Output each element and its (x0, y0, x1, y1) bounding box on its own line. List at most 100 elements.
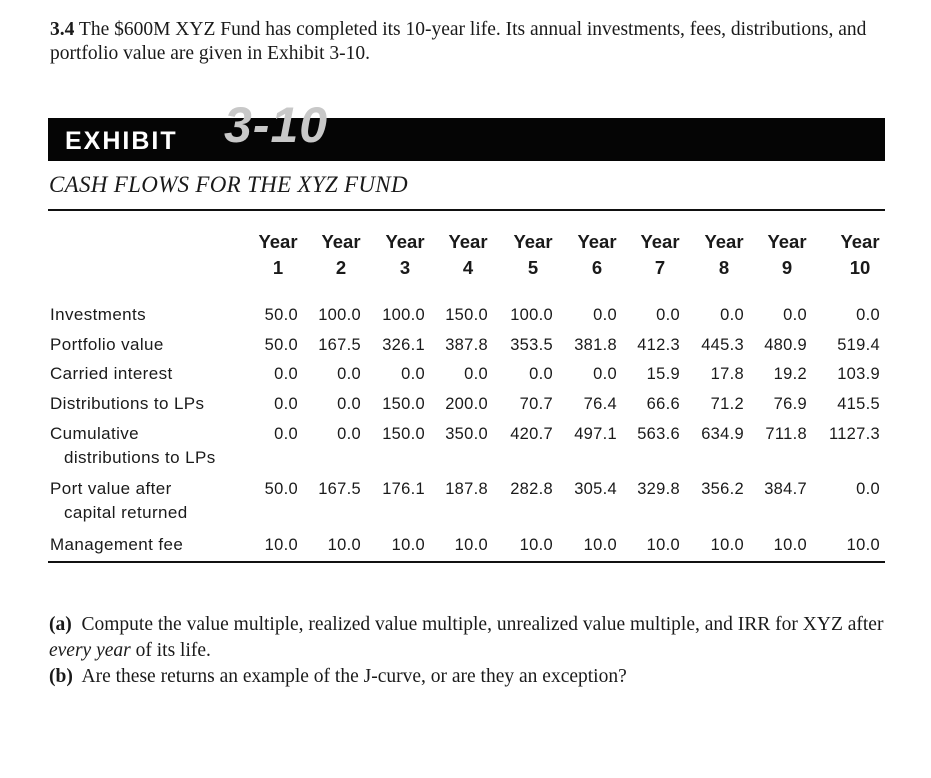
table-cell: 353.5 (510, 336, 553, 354)
table-cell: 0.0 (337, 365, 361, 383)
table-cell: 66.6 (646, 395, 680, 413)
row-label-text: Carried interest (50, 364, 173, 383)
question-b-label: (b) (49, 666, 73, 687)
table-cell: 10.0 (454, 536, 488, 554)
year-header-number: 4 (462, 257, 474, 278)
table-cell: 356.2 (701, 480, 744, 498)
year-header-number: 8 (718, 257, 730, 278)
table-cell: 10.0 (519, 536, 553, 554)
table-cell: 0.0 (274, 395, 298, 413)
questions: (a) Compute the value multiple, realized… (49, 612, 894, 690)
table-top-rule (48, 209, 885, 211)
row-label-text: Port value after (50, 479, 172, 498)
table-cell: 381.8 (574, 336, 617, 354)
year-header: Year 6 (567, 229, 627, 281)
table-cell: 329.8 (637, 480, 680, 498)
year-header: Year 5 (503, 229, 563, 281)
table-cell: 50.0 (264, 480, 298, 498)
year-header: Year 2 (311, 229, 371, 281)
table-cell: 563.6 (637, 425, 680, 443)
table-cell: 0.0 (856, 480, 880, 498)
table-cell: 0.0 (337, 425, 361, 443)
row-label: Cumulative distributions to LPs (50, 422, 216, 470)
question-b: (b) Are these returns an example of the … (49, 664, 894, 690)
question-a-label: (a) (49, 614, 72, 635)
table-cell: 10.0 (391, 536, 425, 554)
row-label-continuation: distributions to LPs (64, 448, 216, 467)
table-cell: 10.0 (846, 536, 880, 554)
table-cell: 0.0 (783, 306, 807, 324)
year-header-number: 1 (272, 257, 284, 278)
table-cell: 76.4 (583, 395, 617, 413)
table-cell: 17.8 (710, 365, 744, 383)
problem-statement: 3.4 The $600M XYZ Fund has completed its… (50, 18, 890, 66)
exhibit-number: 3-10 (224, 97, 329, 153)
year-header: Year 10 (830, 229, 890, 281)
table-cell: 10.0 (710, 536, 744, 554)
table-cell: 19.2 (773, 365, 807, 383)
table-cell: 200.0 (445, 395, 488, 413)
table-cell: 0.0 (856, 306, 880, 324)
table-cell: 420.7 (510, 425, 553, 443)
question-a-emphasis: every year (49, 640, 131, 661)
exhibit-title: CASH FLOWS FOR THE XYZ FUND (49, 172, 408, 197)
table-cell: 176.1 (382, 480, 425, 498)
table-cell: 167.5 (318, 480, 361, 498)
year-header-word: Year (704, 231, 744, 252)
problem-number: 3.4 (50, 19, 75, 40)
table-cell: 10.0 (327, 536, 361, 554)
table-cell: 480.9 (764, 336, 807, 354)
table-cell: 150.0 (382, 425, 425, 443)
year-header-word: Year (448, 231, 488, 252)
table-cell: 10.0 (264, 536, 298, 554)
table-cell: 387.8 (445, 336, 488, 354)
table-cell: 445.3 (701, 336, 744, 354)
table-cell: 0.0 (529, 365, 553, 383)
year-header-word: Year (640, 231, 680, 252)
table-cell: 150.0 (445, 306, 488, 324)
row-label: Carried interest (50, 362, 173, 386)
table-cell: 0.0 (464, 365, 488, 383)
year-header-word: Year (258, 231, 298, 252)
table-cell: 0.0 (274, 425, 298, 443)
table-cell: 103.9 (837, 365, 880, 383)
table-cell: 305.4 (574, 480, 617, 498)
exhibit-word: EXHIBIT (65, 127, 178, 155)
table-cell: 282.8 (510, 480, 553, 498)
question-b-text: Are these returns an example of the J-cu… (81, 666, 627, 687)
row-label: Distributions to LPs (50, 392, 204, 416)
row-label: Portfolio value (50, 333, 164, 357)
row-label: Investments (50, 303, 146, 327)
row-label: Port value after capital returned (50, 477, 188, 525)
table-cell: 0.0 (401, 365, 425, 383)
table-cell: 187.8 (445, 480, 488, 498)
table-cell: 0.0 (720, 306, 744, 324)
table-cell: 0.0 (337, 395, 361, 413)
table-cell: 711.8 (765, 425, 807, 443)
table-cell: 350.0 (445, 425, 488, 443)
table-cell: 150.0 (382, 395, 425, 413)
year-header-word: Year (385, 231, 425, 252)
row-label: Management fee (50, 533, 183, 557)
table-cell: 50.0 (264, 336, 298, 354)
year-header: Year 9 (757, 229, 817, 281)
row-label-text: Cumulative (50, 424, 140, 443)
table-cell: 167.5 (318, 336, 361, 354)
table-cell: 326.1 (382, 336, 425, 354)
table-cell: 384.7 (764, 480, 807, 498)
table-cell: 412.3 (637, 336, 680, 354)
question-a: (a) Compute the value multiple, realized… (49, 612, 894, 664)
table-cell: 50.0 (264, 306, 298, 324)
row-label-text: Distributions to LPs (50, 394, 205, 413)
table-cell: 0.0 (274, 365, 298, 383)
table-cell: 415.5 (837, 395, 880, 413)
table-cell: 15.9 (646, 365, 680, 383)
exhibit-banner: EXHIBIT 3-10 (48, 97, 885, 161)
row-label-continuation: capital returned (64, 503, 188, 522)
year-header: Year 1 (248, 229, 308, 281)
year-header-word: Year (513, 231, 553, 252)
table-cell: 100.0 (510, 306, 553, 324)
year-header: Year 4 (438, 229, 498, 281)
table-cell: 0.0 (593, 306, 617, 324)
year-header-number: 9 (781, 257, 793, 278)
